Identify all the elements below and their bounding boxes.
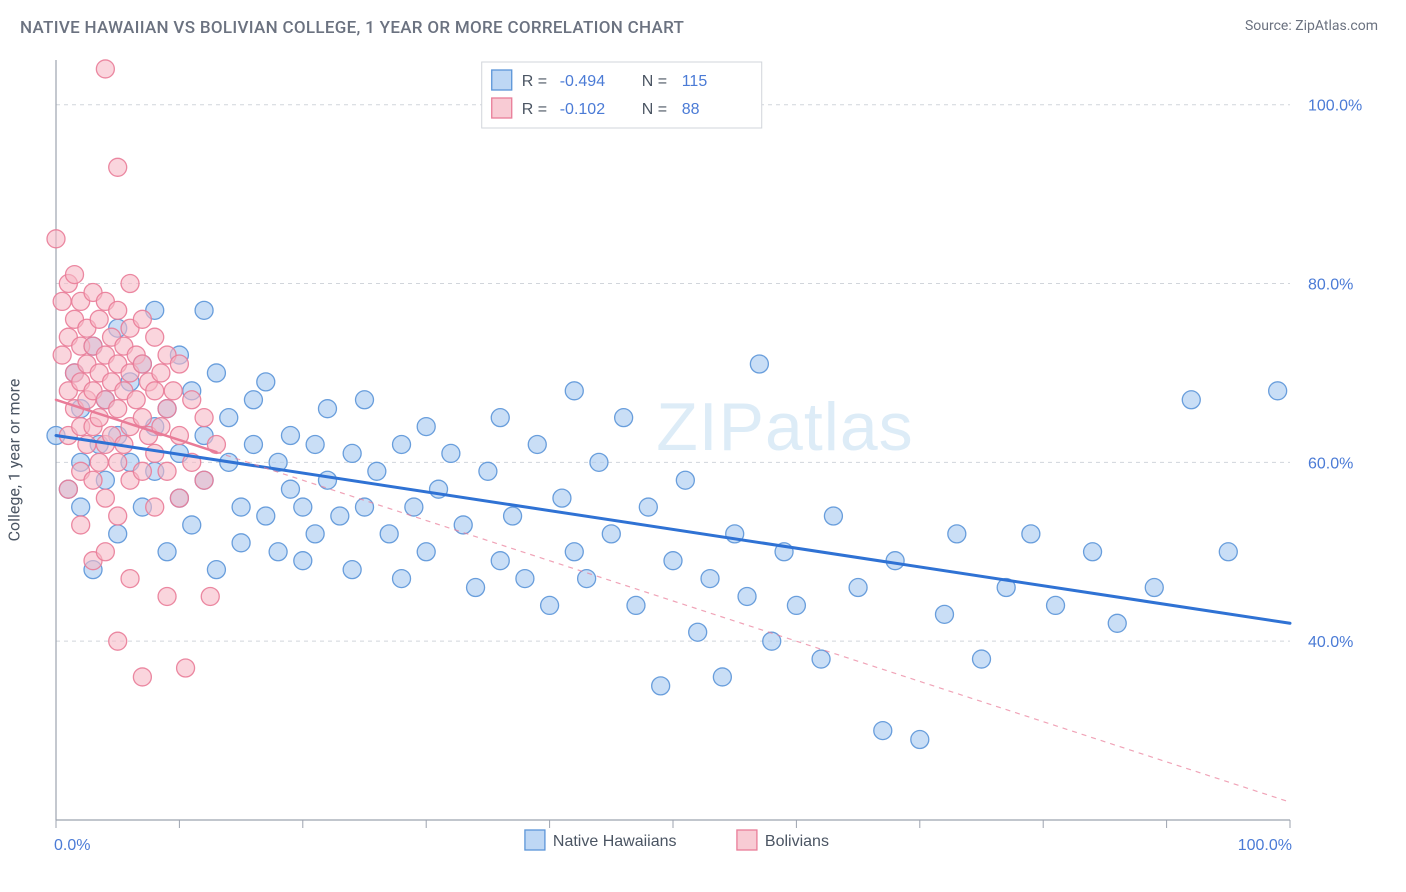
source-label: Source: bbox=[1245, 18, 1292, 34]
svg-text:40.0%: 40.0% bbox=[1308, 634, 1353, 651]
svg-text:80.0%: 80.0% bbox=[1308, 277, 1353, 294]
svg-text:Native Hawaiians: Native Hawaiians bbox=[553, 833, 677, 850]
scatter-chart: 40.0% 60.0% 80.0% 100.0% 0.0% 100.0% R = -0.494… bbox=[20, 50, 1386, 870]
svg-text:-0.102: -0.102 bbox=[560, 101, 605, 118]
svg-text:N =: N = bbox=[642, 73, 667, 90]
svg-text:R =: R = bbox=[522, 101, 547, 118]
svg-text:115: 115 bbox=[682, 73, 708, 90]
svg-text:100.0%: 100.0% bbox=[1238, 837, 1292, 854]
chart-container: College, 1 year or more 40.0%60.0%80.0%1… bbox=[20, 50, 1386, 870]
svg-text:-0.494: -0.494 bbox=[560, 73, 605, 90]
svg-text:60.0%: 60.0% bbox=[1308, 455, 1353, 472]
svg-text:Bolivians: Bolivians bbox=[765, 833, 829, 850]
y-axis-label: College, 1 year or more bbox=[5, 379, 24, 542]
chart-title: NATIVE HAWAIIAN VS BOLIVIAN COLLEGE, 1 Y… bbox=[20, 18, 684, 38]
svg-text:0.0%: 0.0% bbox=[54, 837, 90, 854]
source-attribution: Source: ZipAtlas.com bbox=[1245, 18, 1378, 34]
svg-text:100.0%: 100.0% bbox=[1308, 98, 1362, 115]
svg-text:88: 88 bbox=[682, 101, 700, 118]
source-name: ZipAtlas.com bbox=[1295, 18, 1378, 34]
svg-text:N =: N = bbox=[642, 101, 667, 118]
svg-text:R =: R = bbox=[522, 73, 547, 90]
